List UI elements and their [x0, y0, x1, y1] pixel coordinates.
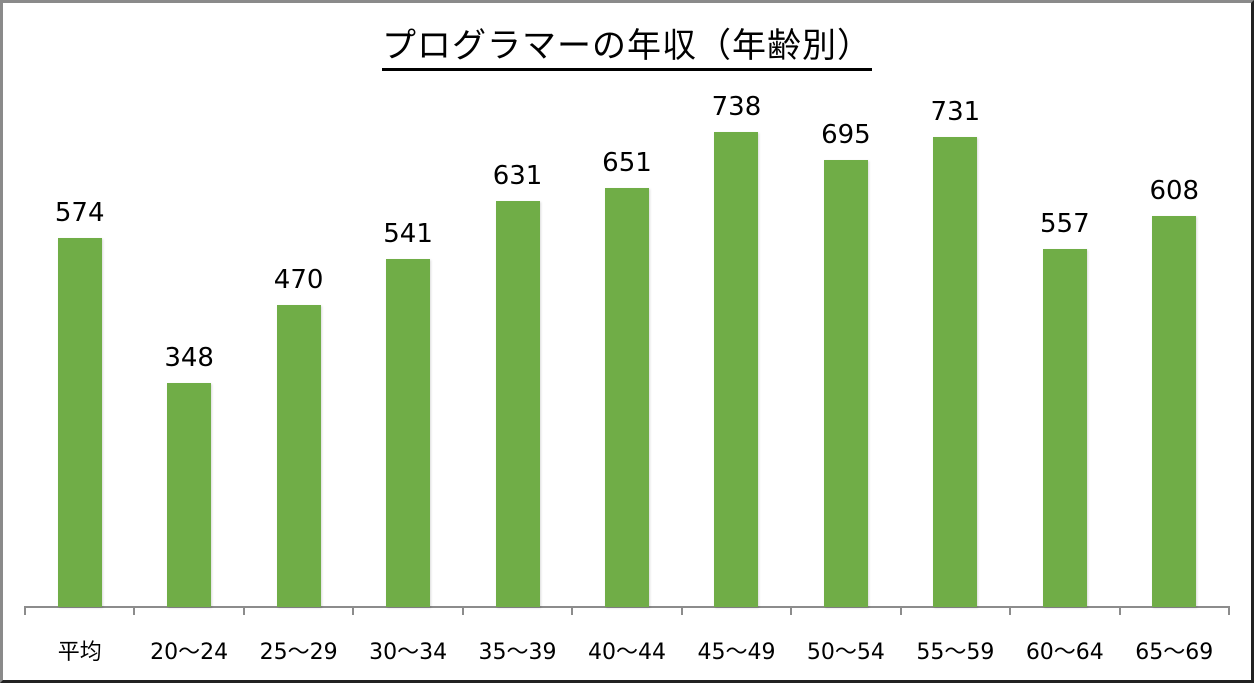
x-axis-label: 45〜49: [697, 640, 776, 665]
chart-title: プログラマーの年収（年齢別）: [0, 18, 1254, 71]
x-axis-label: 30〜34: [369, 640, 448, 665]
x-axis-tick: [1228, 606, 1230, 615]
x-axis-tick: [242, 606, 245, 615]
x-axis-tick: [899, 606, 902, 615]
data-label: 608: [1149, 176, 1200, 207]
x-axis-label: 25〜29: [259, 640, 338, 665]
data-label: 695: [821, 120, 871, 151]
data-label: 541: [383, 219, 433, 250]
x-axis-tick: [680, 606, 683, 615]
x-axis-label: 35〜39: [478, 640, 557, 665]
x-axis-tick: [1118, 606, 1121, 615]
data-label: 557: [1039, 208, 1090, 239]
x-axis-tick: [461, 606, 464, 615]
x-axis-tick: [1009, 606, 1012, 615]
data-label: 574: [54, 197, 105, 228]
bar: [1042, 248, 1087, 607]
x-axis-tick: [133, 606, 136, 615]
x-axis-label: 40〜44: [588, 640, 666, 665]
data-label: 348: [164, 343, 214, 374]
x-axis-tick: [24, 606, 26, 615]
bar: [495, 201, 540, 607]
x-axis-label: 20〜24: [150, 640, 229, 665]
chart-title-text: プログラマーの年収（年齢別）: [382, 26, 872, 71]
bar: [714, 132, 759, 607]
data-label: 470: [273, 264, 324, 295]
x-axis-tick: [790, 606, 793, 615]
x-axis-line: [25, 606, 1229, 608]
bar: [1152, 216, 1197, 607]
bar: [276, 304, 321, 607]
bar: [167, 383, 212, 607]
x-axis-label: 50〜54: [806, 640, 885, 665]
data-label: 631: [492, 161, 543, 192]
x-axis-tick: [352, 606, 355, 615]
data-label: 738: [711, 92, 762, 123]
x-axis-label: 60〜64: [1025, 640, 1104, 665]
bar: [823, 160, 868, 607]
x-axis-tick: [571, 606, 574, 615]
x-axis-label: 平均: [57, 640, 102, 665]
bar: [57, 237, 102, 607]
data-label: 651: [602, 148, 652, 179]
x-axis-label: 65〜69: [1135, 640, 1214, 665]
x-axis-label: 55〜59: [916, 640, 995, 665]
bar: [386, 259, 431, 607]
bar: [605, 188, 649, 607]
data-label: 731: [930, 96, 981, 127]
bar: [933, 136, 978, 607]
